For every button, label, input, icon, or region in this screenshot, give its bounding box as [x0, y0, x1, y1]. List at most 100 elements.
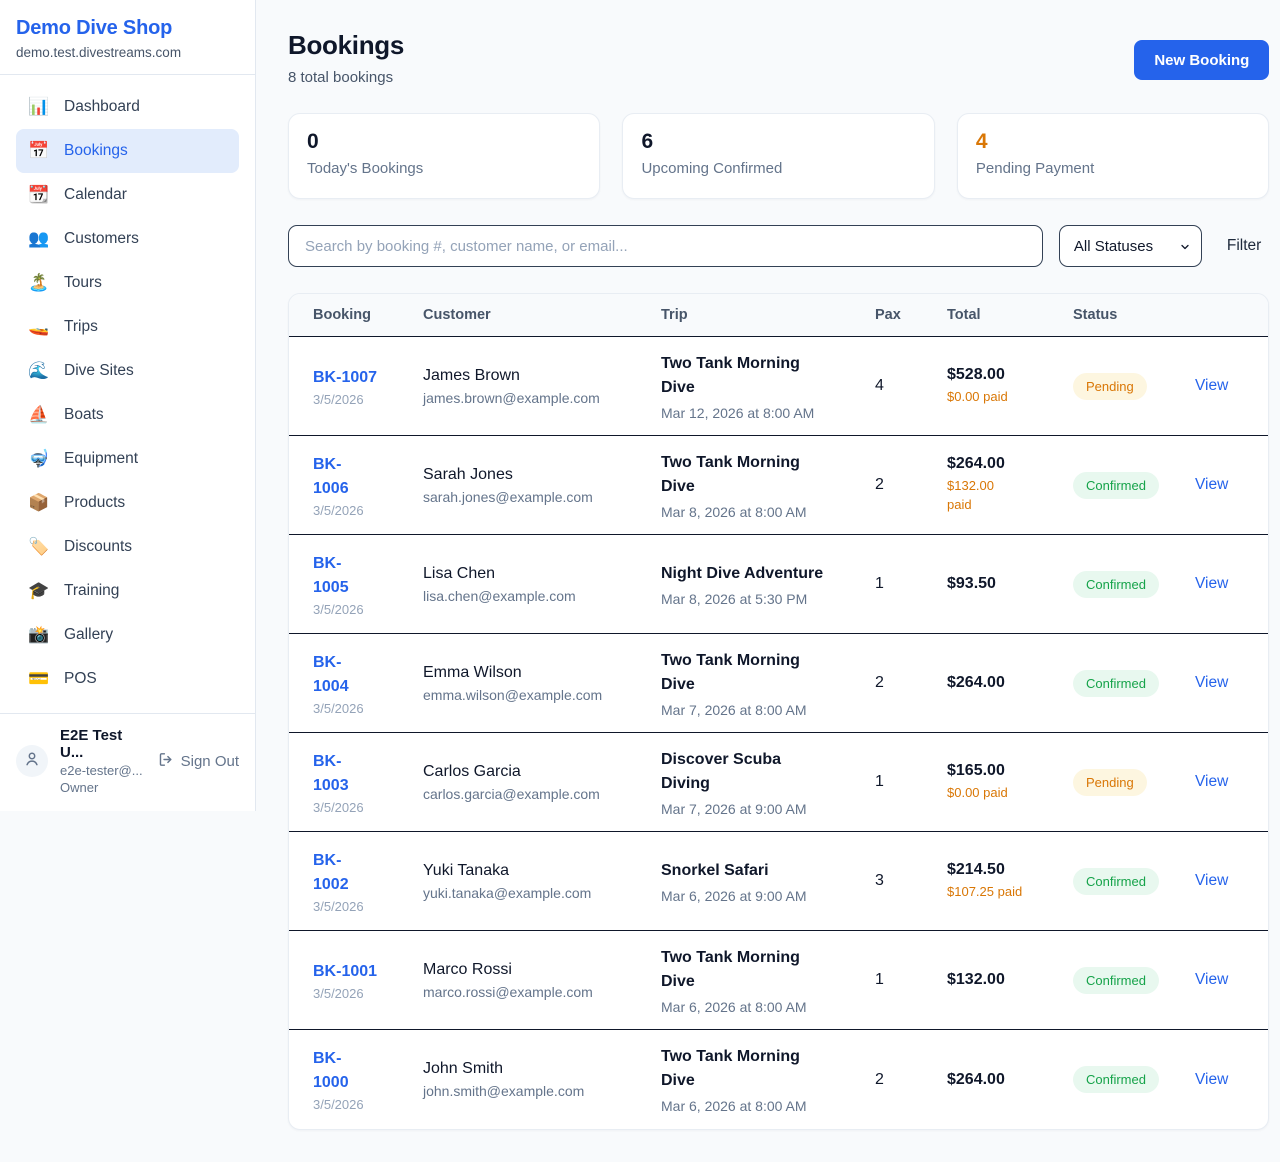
customer-cell: John Smith john.smith@example.com [423, 1060, 661, 1099]
status-cell: Confirmed [1073, 966, 1195, 994]
booking-date: 3/5/2026 [313, 502, 364, 518]
graduation-cap-icon: 🎓 [28, 581, 50, 600]
booking-id-link[interactable]: BK-1007 [313, 368, 378, 386]
pax-count: 2 [875, 1070, 884, 1088]
customer-cell: Yuki Tanaka yuki.tanaka@example.com [423, 862, 661, 901]
sidebar-item-trips[interactable]: 🚤 Trips [16, 305, 239, 349]
stats-row: 0 Today's Bookings 6 Upcoming Confirmed 4 Pen… [288, 113, 1270, 199]
view-link[interactable]: View [1195, 872, 1229, 889]
customer-cell: James Brown james.brown@example.com [423, 367, 661, 406]
trip-name: Two Tank Morning Dive [661, 1048, 800, 1089]
sidebar-item-label: Training [64, 582, 120, 599]
table-row: BK- 1000 3/5/2026 John Smith john.smith@exa… [289, 1030, 1268, 1129]
booking-id-link[interactable]: BK- 1003 [313, 752, 349, 794]
booking-date: 3/5/2026 [313, 700, 364, 716]
sidebar-item-label: Customers [64, 230, 139, 247]
sidebar-item-products[interactable]: 📦 Products [16, 481, 239, 525]
page-subtitle: 8 total bookings [288, 69, 394, 86]
view-link[interactable]: View [1195, 476, 1229, 493]
view-link[interactable]: View [1195, 1070, 1229, 1088]
new-booking-button[interactable]: New Booking [1134, 40, 1270, 80]
filter-button[interactable]: Filter [1226, 237, 1262, 254]
search-input[interactable] [288, 225, 1043, 267]
sign-out-icon [158, 751, 175, 772]
booking-cell: BK- 1000 3/5/2026 [313, 1047, 423, 1112]
customer-name: Carlos Garcia [423, 762, 521, 780]
sidebar-item-pos[interactable]: 💳 POS [16, 657, 239, 701]
status-cell: Confirmed [1073, 471, 1195, 499]
status-select[interactable]: All Statuses [1058, 225, 1202, 267]
sidebar-item-discounts[interactable]: 🏷️ Discounts [16, 525, 239, 569]
sidebar-item-dashboard[interactable]: 📊 Dashboard [16, 85, 239, 129]
sidebar-item-customers[interactable]: 👥 Customers [16, 217, 239, 261]
customer-email: carlos.garcia@example.com [423, 785, 600, 802]
trip-datetime: Mar 6, 2026 at 8:00 AM [661, 998, 807, 1015]
sidebar-item-label: Equipment [64, 450, 139, 467]
view-cell: View [1195, 971, 1244, 989]
customer-cell: Sarah Jones sarah.jones@example.com [423, 466, 661, 505]
sign-out-button[interactable]: Sign Out [158, 751, 239, 772]
brand-block: Demo Dive Shop demo.test.divestreams.com [0, 0, 255, 75]
trip-cell: Night Dive Adventure Mar 8, 2026 at 5:30 … [661, 562, 875, 607]
wave-icon: 🌊 [28, 361, 50, 380]
trip-datetime: Mar 6, 2026 at 8:00 AM [661, 1098, 807, 1114]
column-header: Trip [661, 307, 688, 323]
view-link[interactable]: View [1195, 575, 1229, 592]
view-link[interactable]: View [1195, 674, 1229, 691]
sidebar-item-dive-sites[interactable]: 🌊 Dive Sites [16, 349, 239, 393]
view-cell: View [1195, 476, 1244, 494]
status-badge: Confirmed [1073, 669, 1159, 697]
total-cell: $264.00 [947, 1071, 1073, 1089]
sidebar-item-label: POS [64, 670, 97, 687]
filter-row: All Statuses Filter [288, 225, 1269, 267]
sign-out-label: Sign Out [180, 752, 239, 770]
booking-cell: BK- 1003 3/5/2026 [313, 750, 423, 815]
pax-count: 3 [875, 872, 884, 889]
customer-email: emma.wilson@example.com [423, 686, 603, 703]
bookings-table: Booking Customer Trip Pax Total Status BK-100… [288, 293, 1270, 1130]
customer-email: sarah.jones@example.com [423, 488, 593, 505]
sidebar-item-gallery[interactable]: 📸 Gallery [16, 613, 239, 657]
booking-id-link[interactable]: BK- 1005 [313, 554, 349, 596]
page-title: Bookings [288, 30, 405, 60]
total-cell: $93.50 [947, 575, 1073, 593]
trip-cell: Two Tank Morning Dive Mar 7, 2026 at 8:00… [661, 649, 875, 718]
user-section: E2E Test U... e2e-tester@... Owner Sign … [0, 713, 255, 811]
sidebar-item-training[interactable]: 🎓 Training [16, 569, 239, 613]
column-header: Total [947, 307, 981, 323]
total-amount: $264.00 [947, 1070, 1005, 1088]
customer-cell: Carlos Garcia carlos.garcia@example.com [423, 763, 661, 802]
view-link[interactable]: View [1195, 377, 1229, 394]
total-amount: $132.00 [947, 971, 1005, 988]
booking-id-link[interactable]: BK- 1004 [313, 653, 349, 695]
sidebar-item-label: Bookings [64, 142, 128, 159]
stat-value: 6 [641, 130, 654, 153]
customer-name: Yuki Tanaka [423, 861, 509, 879]
stat-card: 4 Pending Payment [956, 113, 1270, 199]
status-cell: Confirmed [1073, 867, 1195, 895]
trip-cell: Two Tank Morning Dive Mar 12, 2026 at 8:0… [661, 352, 875, 421]
total-cell: $165.00 $0.00 paid [947, 762, 1073, 803]
table-row: BK- 1004 3/5/2026 Emma Wilson emma.wilson@e… [289, 634, 1269, 733]
booking-id-link[interactable]: BK-1001 [313, 962, 378, 980]
status-badge: Pending [1073, 372, 1147, 400]
status-badge: Confirmed [1073, 471, 1159, 499]
customer-cell: Emma Wilson emma.wilson@example.com [423, 664, 661, 703]
sidebar-item-equipment[interactable]: 🤿 Equipment [16, 437, 239, 481]
sidebar-nav: 📊 Dashboard 📅 Bookings 📆 Calendar 👥 Customers 🏝️… [0, 75, 255, 713]
booking-id-link[interactable]: BK- 1000 [313, 1050, 349, 1091]
sidebar-item-calendar[interactable]: 📆 Calendar [16, 173, 239, 217]
trip-cell: Discover Scuba Diving Mar 7, 2026 at 9:00… [661, 748, 875, 817]
view-link[interactable]: View [1195, 773, 1229, 790]
table-row: BK-1007 3/5/2026 James Brown james.brown@ex… [289, 337, 1269, 436]
sidebar-item-bookings[interactable]: 📅 Bookings [16, 129, 239, 173]
view-cell: View [1195, 872, 1244, 890]
booking-date: 3/5/2026 [313, 898, 364, 914]
view-link[interactable]: View [1195, 971, 1229, 988]
sidebar-item-tours[interactable]: 🏝️ Tours [16, 261, 239, 305]
trip-name: Two Tank Morning Dive [661, 453, 800, 495]
booking-id-link[interactable]: BK- 1006 [313, 455, 349, 497]
booking-id-link[interactable]: BK- 1002 [313, 851, 349, 893]
trip-datetime: Mar 6, 2026 at 9:00 AM [661, 887, 807, 904]
sidebar-item-boats[interactable]: ⛵ Boats [16, 393, 239, 437]
